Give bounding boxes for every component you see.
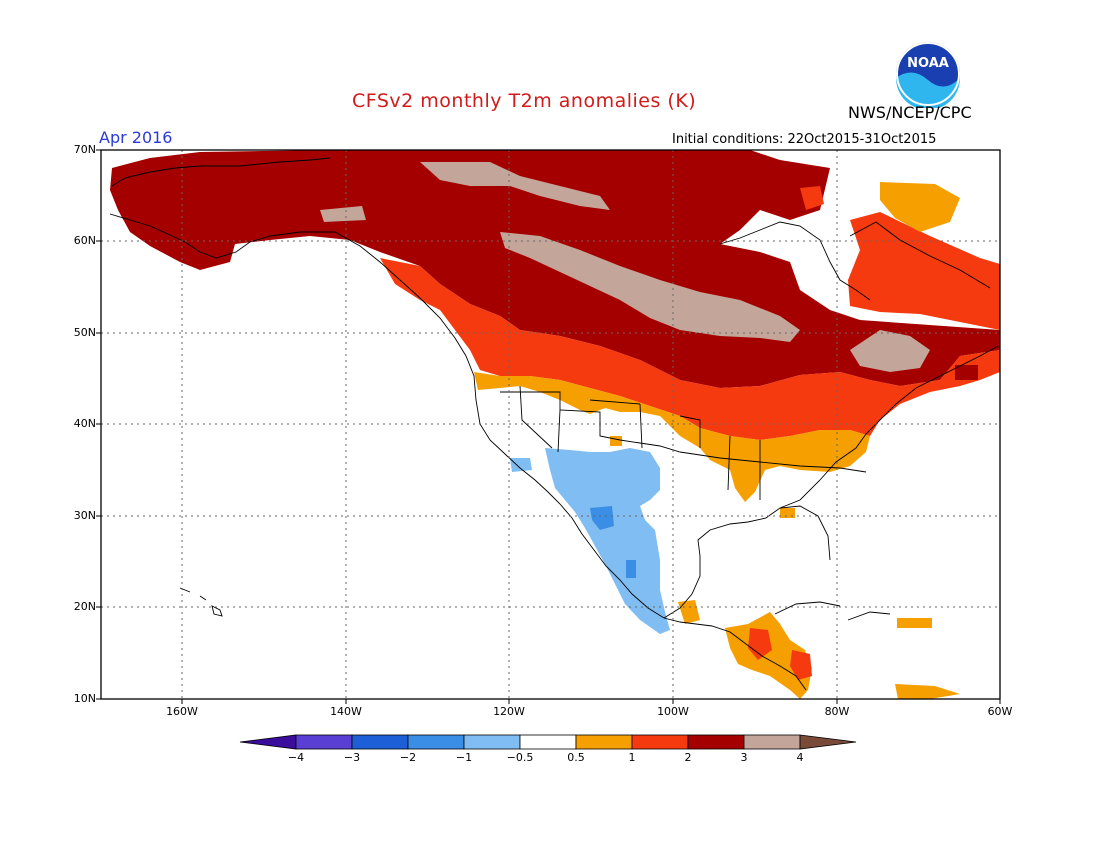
region-southwest-mexico	[545, 448, 670, 634]
colorbar-swatch	[407, 734, 465, 750]
colorbar-label: 1	[628, 751, 636, 764]
ticks	[96, 149, 1001, 704]
colorbar-label: 0.5	[567, 751, 585, 764]
lon-label-60w: 60W	[987, 705, 1013, 718]
region-central-america	[725, 612, 812, 699]
noaa-logo: NOAA	[896, 42, 960, 108]
colorbar-label: −0.5	[506, 751, 534, 764]
colorbar-swatch	[463, 734, 521, 750]
colorbar-label: −3	[343, 751, 361, 764]
lat-label-10n: 10N	[73, 692, 96, 705]
colorbar-label: −2	[399, 751, 417, 764]
colorbar-swatch	[799, 734, 857, 750]
region-southern-plains-southeast	[474, 372, 870, 502]
region-prairies-band	[500, 232, 800, 342]
lon-label-120w: 120W	[493, 705, 525, 718]
lat-label-30n: 30N	[73, 509, 96, 522]
region-eastern-canada	[848, 212, 1000, 330]
lat-label-70n: 70N	[73, 143, 96, 156]
region-alaska-yukon	[110, 150, 350, 270]
colorbar-swatch	[351, 734, 409, 750]
lon-label-100w: 100W	[657, 705, 689, 718]
colorbar-label: 2	[684, 751, 692, 764]
colorbar-label: −4	[287, 751, 305, 764]
lat-label-60n: 60N	[73, 234, 96, 247]
lon-label-160w: 160W	[166, 705, 198, 718]
colorbar-swatch	[631, 734, 689, 750]
org-label: NWS/NCEP/CPC	[848, 103, 972, 122]
gridlines	[101, 150, 1000, 699]
initial-conditions: Initial conditions: 22Oct2015-31Oct2015	[672, 132, 937, 147]
lon-label-140w: 140W	[330, 705, 362, 718]
colorbar-label: 4	[796, 751, 804, 764]
region-northern-canada	[330, 150, 1000, 388]
coastlines	[109, 157, 999, 691]
lat-label-20n: 20N	[73, 600, 96, 613]
map-title: CFSv2 monthly T2m anomalies (K)	[352, 90, 697, 112]
colorbar-label: −1	[455, 751, 473, 764]
colorbar-swatch	[519, 734, 577, 750]
region-northern-us	[380, 258, 1000, 440]
colorbar-label: 3	[740, 751, 748, 764]
colorbar-swatch	[575, 734, 633, 750]
lon-label-80w: 80W	[824, 705, 850, 718]
colorbar-swatch	[743, 734, 801, 750]
forecast-month: Apr 2016	[99, 128, 173, 147]
colorbar-swatch	[295, 734, 353, 750]
lat-label-40n: 40N	[73, 417, 96, 430]
lat-label-50n: 50N	[73, 326, 96, 339]
colorbar-swatch	[687, 734, 745, 750]
colorbar-swatch	[239, 734, 297, 750]
noaa-logo-text: NOAA	[907, 56, 949, 71]
